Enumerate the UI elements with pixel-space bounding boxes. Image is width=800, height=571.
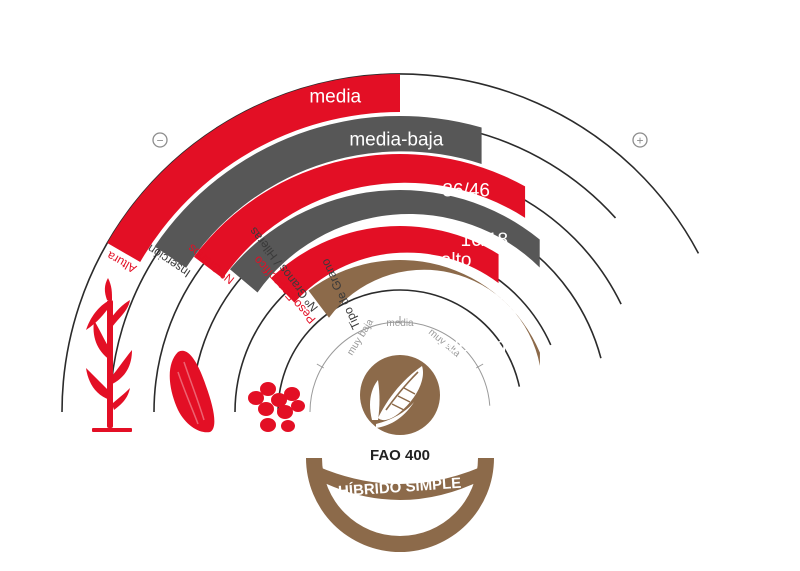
band-value: córneo-dentado — [384, 336, 517, 357]
band-value: media — [309, 86, 361, 107]
corn-plant-icon — [86, 278, 132, 432]
kernels-icon — [248, 382, 305, 432]
band-value: 16/18 — [461, 230, 509, 251]
band-value: 36/46 — [442, 180, 490, 201]
band-value: alto — [441, 250, 472, 271]
corn-badge-icon — [360, 355, 440, 435]
band-0 — [107, 74, 400, 262]
hybrid-band-body — [308, 462, 492, 500]
minus-marker: − — [152, 132, 168, 148]
scale-tick — [316, 363, 325, 369]
hybrid-band — [306, 458, 494, 552]
guide-arc — [277, 289, 521, 413]
minus-symbol: − — [156, 134, 163, 148]
band-1 — [154, 115, 482, 268]
band-3 — [229, 190, 540, 293]
plus-symbol: + — [636, 134, 643, 148]
scale-tick — [475, 363, 484, 369]
plus-marker: + — [632, 132, 648, 148]
characteristic-bands — [107, 74, 540, 366]
corn-cob-icon — [169, 350, 215, 433]
scale-media: media — [386, 318, 414, 329]
fao-rating: FAO 400 — [370, 447, 430, 464]
band-2 — [193, 154, 526, 279]
band-value: media-baja — [349, 129, 443, 150]
band-4 — [270, 226, 499, 303]
